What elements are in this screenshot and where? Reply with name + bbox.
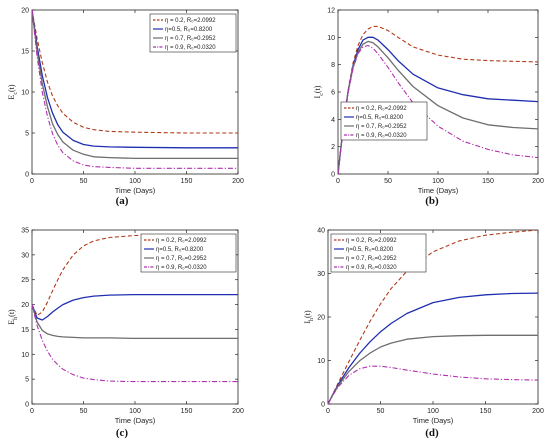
y-tick-label: 20 (21, 8, 29, 15)
legend-entry: η = 0.9, R₀=0.0320 (156, 265, 207, 271)
y-axis-label: Ec(t) (7, 84, 19, 99)
x-tick-label: 100 (427, 408, 439, 415)
legend-box (140, 233, 237, 273)
x-tick-label: 150 (482, 178, 494, 185)
x-tick-label: 200 (232, 408, 244, 415)
legend-box (340, 101, 428, 141)
legend-entry: η=0.5, R₀=0.8200 (346, 247, 394, 253)
series-line (31, 304, 238, 383)
x-axis-label: Time (Days) (115, 416, 156, 425)
x-tick-label: 150 (480, 408, 492, 415)
legend-entry: η = 0.7, R₀=0.2952 (165, 36, 216, 42)
y-tick-label: 10 (327, 35, 335, 42)
legend-box (330, 233, 427, 273)
legend-entry: η = 0.2, R₀=2.0992 (356, 106, 407, 112)
y-tick-label: 5 (25, 377, 29, 384)
x-tick-label: 100 (129, 178, 141, 185)
y-tick-label: 15 (21, 327, 29, 334)
x-tick-label: 150 (181, 408, 193, 415)
x-tick-label: 50 (377, 408, 385, 415)
y-tick-label: 10 (317, 358, 325, 365)
x-tick-label: 200 (232, 178, 244, 185)
chart-panel-b: 0 50 100 150 200 0 2 4 6 8 10 12 Time (Days) Ic(t) η =… (313, 8, 544, 196)
series-line (31, 9, 238, 169)
x-tick-label: 0 (30, 408, 34, 415)
y-tick-label: 12 (327, 8, 335, 15)
y-tick-label: 0 (331, 172, 335, 179)
series-line (327, 229, 539, 405)
x-tick-label: 150 (181, 178, 193, 185)
legend-box (149, 13, 237, 53)
caption-a: (a) (116, 195, 129, 207)
legend-entry: η = 0.2, R₀=2.0992 (156, 238, 207, 244)
y-tick-label: 0 (25, 402, 29, 409)
y-tick-label: 30 (317, 271, 325, 278)
series-line (31, 9, 238, 149)
series-line (31, 304, 238, 340)
legend-entry: η = 0.2, R₀=2.0992 (165, 18, 216, 24)
series-line (337, 25, 539, 175)
y-tick-label: 25 (21, 277, 29, 284)
legend-entry: η=0.5, R₀=0.8200 (356, 115, 404, 121)
y-tick-label: 30 (21, 252, 29, 259)
legend: η = 0.2, R₀=2.0992 η=0.5, R₀=0.8200 η = 0.… (340, 101, 428, 141)
y-tick-label: 10 (21, 352, 29, 359)
caption-d: (d) (425, 427, 439, 439)
series-line (327, 365, 539, 405)
caption-b: (b) (425, 195, 439, 207)
series-line (327, 292, 539, 405)
legend-entry: η=0.5, R₀=0.8200 (165, 27, 213, 33)
x-tick-label: 200 (532, 408, 544, 415)
x-tick-label: 200 (532, 178, 544, 185)
series-line (31, 9, 238, 160)
series-line (327, 334, 538, 405)
x-tick-label: 50 (384, 178, 392, 185)
series-line (31, 234, 238, 317)
legend-entry: η = 0.9, R₀=0.0320 (356, 133, 407, 139)
y-axis-label: Ih(t) (303, 310, 315, 324)
y-tick-label: 40 (317, 228, 325, 235)
y-tick-label: 35 (21, 228, 29, 235)
y-tick-label: 6 (331, 90, 335, 97)
legend: η = 0.2, R₀=2.0992 η=0.5, R₀=0.8200 η = 0.… (330, 233, 427, 273)
legend-entry: η = 0.9, R₀=0.0320 (165, 45, 216, 51)
y-tick-label: 20 (317, 315, 325, 322)
legend-entry: η = 0.7, R₀=0.2952 (346, 256, 397, 262)
chart-panel-a: 0 50 100 150 200 0 5 10 15 20 Time (Days) Ec(t) η = … (7, 8, 244, 196)
legend-entry: η=0.5, R₀=0.8200 (156, 247, 204, 253)
y-tick-label: 15 (21, 49, 29, 56)
x-axis-label: Time (Days) (413, 416, 454, 425)
chart-panel-c: 0 50 100 150 200 0 5 10 15 20 25 30 35 Time (Days) Eh(… (7, 228, 244, 426)
x-tick-label: 0 (336, 178, 340, 185)
plot-area (337, 9, 539, 175)
legend-entry: η = 0.7, R₀=0.2952 (156, 256, 207, 262)
legend: η = 0.2, R₀=2.0992 η=0.5, R₀=0.8200 η = 0.… (140, 233, 237, 273)
x-axis-label: Time (Days) (115, 186, 156, 195)
y-tick-label: 2 (331, 144, 335, 151)
x-tick-label: 100 (129, 408, 141, 415)
legend: η = 0.2, R₀=2.0992 η=0.5, R₀=0.8200 η = 0.… (149, 13, 237, 53)
chart-panel-d: 0 50 100 150 200 0 10 20 30 40 Time (Days) Ih(t) η =… (303, 228, 544, 426)
y-tick-label: 4 (331, 117, 335, 124)
y-tick-label: 5 (25, 131, 29, 138)
y-tick-label: 20 (21, 302, 29, 309)
y-tick-label: 10 (21, 90, 29, 97)
x-tick-label: 50 (80, 408, 88, 415)
x-tick-label: 50 (80, 178, 88, 185)
legend-entry: η = 0.2, R₀=2.0992 (346, 238, 397, 244)
x-axis-label: Time (Days) (418, 186, 459, 195)
x-tick-label: 100 (432, 178, 444, 185)
series-line (31, 293, 238, 321)
legend-entry: η = 0.9, R₀=0.0320 (346, 265, 397, 271)
y-axis-label: Eh(t) (7, 309, 19, 325)
y-tick-label: 0 (321, 402, 325, 409)
y-tick-label: 8 (331, 62, 335, 69)
caption-c: (c) (116, 427, 129, 439)
legend-entry: η = 0.7, R₀=0.2952 (356, 124, 407, 130)
x-tick-label: 0 (326, 408, 330, 415)
y-tick-label: 0 (25, 172, 29, 179)
x-tick-label: 0 (30, 178, 34, 185)
y-axis-label: Ic(t) (313, 85, 325, 98)
